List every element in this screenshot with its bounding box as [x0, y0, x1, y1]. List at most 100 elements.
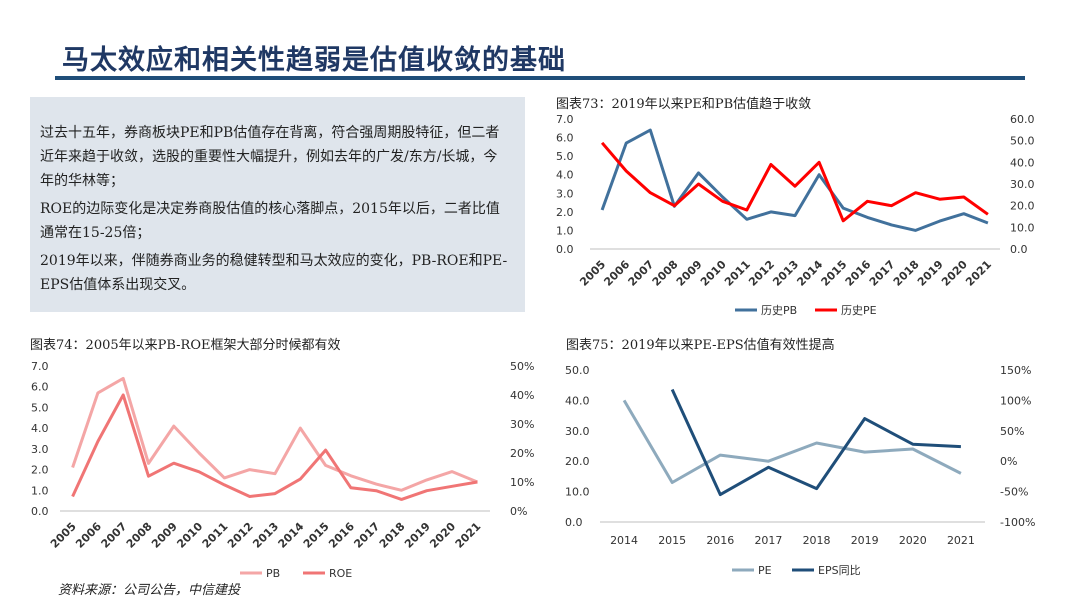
data-point-1 — [890, 223, 893, 226]
x-tick-label: 2019 — [402, 520, 433, 551]
left-axis-tick: 3.0 — [556, 187, 574, 200]
x-tick-label: 2007 — [626, 258, 657, 289]
left-axis-tick: 0.0 — [556, 243, 574, 256]
data-point-1 — [938, 220, 941, 223]
data-point-2 — [914, 191, 917, 194]
data-point-1 — [842, 207, 845, 210]
right-axis-tick: 50% — [510, 360, 534, 373]
left-axis-tick: 20.0 — [565, 455, 590, 468]
x-tick-label: 2018 — [803, 534, 831, 547]
chart75-title: 图表75：2019年以来PE-EPS估值有效性提高 — [566, 338, 835, 353]
x-tick-label: 2020 — [939, 258, 970, 289]
x-tick-label: 2011 — [722, 258, 753, 289]
data-point-2 — [299, 478, 302, 481]
right-axis-tick: -50% — [1000, 486, 1028, 499]
data-point-2 — [198, 470, 201, 473]
data-point-2 — [223, 483, 226, 486]
right-axis-tick: 100% — [1000, 394, 1031, 407]
x-tick-label: 2014 — [276, 520, 307, 551]
series-line-2 — [670, 388, 961, 497]
series-line-1 — [71, 376, 478, 492]
source-note: 资料来源：公司公告，中信建投 — [58, 583, 241, 598]
x-tick-label: 2019 — [851, 534, 879, 547]
data-point-1 — [769, 210, 772, 213]
data-point-1 — [299, 427, 302, 430]
summary-paragraph-1: 过去十五年，券商板块PE和PB估值存在背离，符合强周期股特征，但二者近年来趋于收… — [40, 125, 500, 189]
x-tick-label: 2013 — [770, 258, 801, 289]
data-point-2 — [721, 200, 724, 203]
data-point-2 — [248, 495, 251, 498]
x-tick-label: 2020 — [427, 520, 458, 551]
data-point-1 — [649, 129, 652, 132]
data-point-2 — [671, 388, 674, 391]
data-point-2 — [745, 209, 748, 212]
x-tick-label: 2013 — [250, 520, 281, 551]
data-point-1 — [147, 462, 150, 465]
chart73-title: 图表73：2019年以来PE和PB估值趋于收敛 — [556, 97, 812, 112]
data-point-2 — [122, 394, 125, 397]
series-line-2 — [600, 141, 989, 223]
data-point-1 — [601, 209, 604, 212]
data-point-1 — [911, 448, 914, 451]
data-point-1 — [375, 483, 378, 486]
summary-paragraph-2: ROE的边际变化是决定券商股估值的核心落脚点，2015年以后，二者比值通常在15… — [40, 201, 500, 241]
x-tick-label: 2007 — [99, 520, 130, 551]
data-point-1 — [274, 472, 277, 475]
data-point-1 — [721, 196, 724, 199]
left-axis-tick: 7.0 — [31, 360, 49, 373]
x-tick-label: 2012 — [225, 520, 256, 551]
x-tick-label: 2017 — [754, 534, 782, 547]
data-point-1 — [400, 489, 403, 492]
right-axis-tick: 50.0 — [1010, 135, 1035, 148]
data-point-2 — [962, 196, 965, 199]
x-tick-label: 2018 — [891, 258, 922, 289]
left-axis-tick: 10.0 — [565, 486, 590, 499]
data-point-2 — [451, 485, 454, 488]
chart75: 0.0 10.0 20.0 30.0 40.0 50.0 -100% -50% 0% 50% 100… — [565, 364, 1035, 577]
data-point-1 — [425, 478, 428, 481]
x-tick-label: 2021 — [947, 534, 975, 547]
data-point-2 — [625, 170, 628, 173]
data-point-2 — [601, 141, 604, 144]
data-point-1 — [815, 441, 818, 444]
data-point-2 — [673, 204, 676, 207]
title-divider — [55, 76, 1025, 80]
data-point-1 — [697, 171, 700, 174]
legend-label: PE — [758, 564, 772, 577]
legend-label: 历史PB — [761, 304, 797, 317]
x-tick-label: 2015 — [819, 258, 850, 289]
data-point-2 — [911, 443, 914, 446]
data-point-1 — [198, 452, 201, 455]
x-tick-label: 2006 — [73, 520, 104, 551]
legend-label: PB — [266, 567, 280, 580]
data-point-2 — [147, 475, 150, 478]
x-tick-label: 2012 — [746, 258, 777, 289]
chart73: 0.0 1.0 2.0 3.0 4.0 5.0 6.0 7.0 0.0 10.0 20.0 30.0 4… — [556, 113, 1035, 317]
right-axis-tick: 30.0 — [1010, 178, 1035, 191]
x-tick-label: 2016 — [706, 534, 734, 547]
right-axis-tick: -100% — [1000, 516, 1035, 529]
left-axis-tick: 0.0 — [31, 505, 49, 518]
data-point-1 — [71, 466, 74, 469]
data-point-2 — [400, 498, 403, 501]
right-axis-tick: 60.0 — [1010, 113, 1035, 126]
data-point-1 — [745, 218, 748, 221]
series-line-2 — [71, 393, 478, 501]
data-point-2 — [96, 440, 99, 443]
x-tick-label: 2009 — [674, 258, 705, 289]
data-point-2 — [649, 191, 652, 194]
legend-label: ROE — [329, 567, 352, 580]
data-point-1 — [172, 425, 175, 428]
right-axis-tick: 0% — [510, 505, 527, 518]
data-point-1 — [349, 474, 352, 477]
x-tick-label: 2005 — [577, 258, 608, 289]
chart74: 0.0 1.0 2.0 3.0 4.0 5.0 6.0 7.0 0% 10% 20% 30% 40% 50… — [31, 360, 534, 580]
left-axis-tick: 0.0 — [565, 516, 583, 529]
right-axis-tick: 150% — [1000, 364, 1031, 377]
left-axis-tick: 40.0 — [565, 394, 590, 407]
data-point-2 — [890, 204, 893, 207]
data-point-2 — [959, 445, 962, 448]
left-axis-tick: 2.0 — [556, 206, 574, 219]
data-point-2 — [863, 417, 866, 420]
data-point-1 — [671, 481, 674, 484]
